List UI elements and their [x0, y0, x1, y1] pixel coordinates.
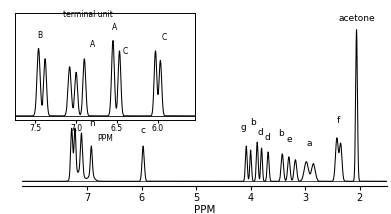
Text: b: b	[278, 129, 284, 138]
Text: C: C	[162, 33, 167, 42]
Text: A: A	[90, 40, 95, 49]
X-axis label: PPM: PPM	[194, 205, 215, 214]
Text: d: d	[264, 133, 270, 142]
Text: d: d	[257, 128, 263, 137]
Text: A: A	[112, 23, 117, 32]
Text: h: h	[90, 119, 95, 128]
Text: c: c	[141, 126, 146, 135]
Text: a: a	[306, 139, 312, 148]
Text: i: i	[69, 112, 72, 121]
Text: b: b	[250, 119, 256, 128]
Text: terminal unit: terminal unit	[63, 10, 113, 19]
Text: g: g	[240, 123, 246, 132]
Text: C: C	[123, 48, 128, 56]
X-axis label: PPM: PPM	[97, 134, 113, 143]
Text: acetone: acetone	[338, 14, 375, 23]
Text: B: B	[38, 31, 43, 40]
Text: e: e	[286, 135, 292, 144]
Text: f: f	[336, 116, 340, 125]
